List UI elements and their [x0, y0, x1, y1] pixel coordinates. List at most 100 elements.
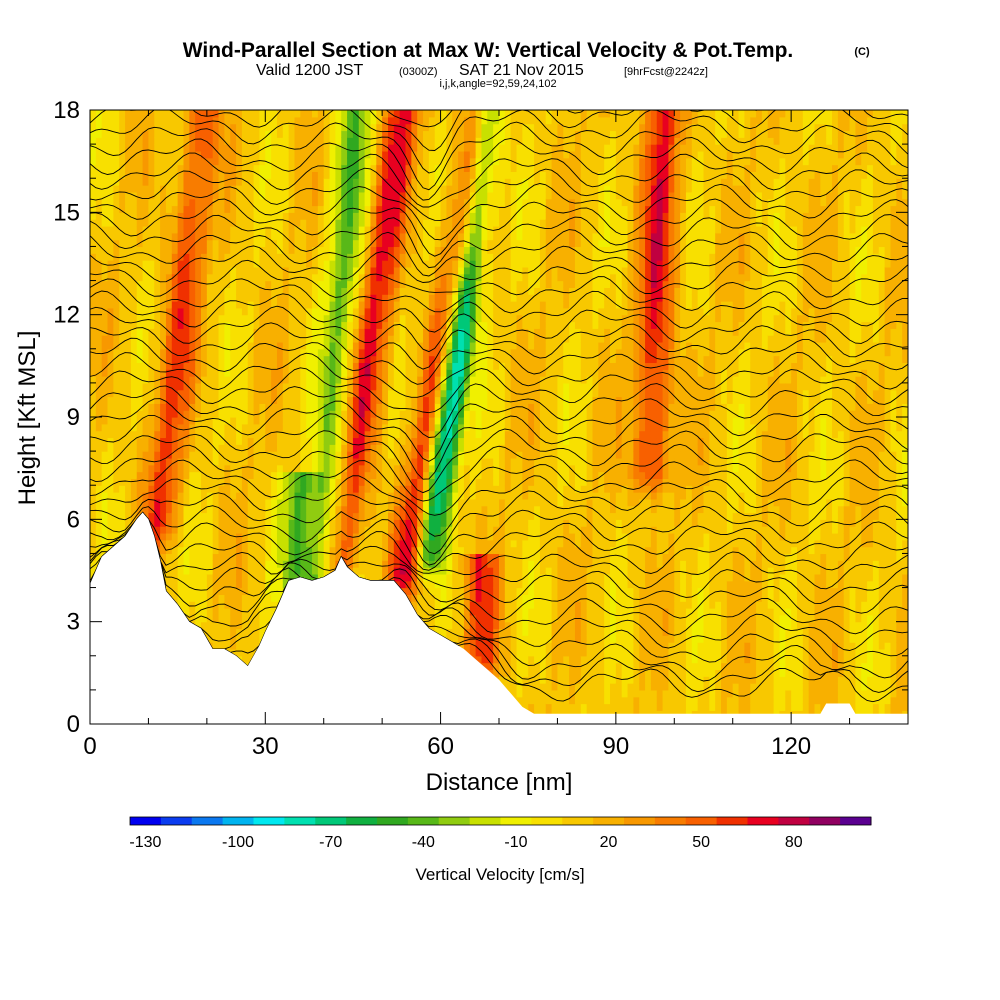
heatmap-cell	[107, 532, 114, 541]
heatmap-cell	[95, 307, 103, 316]
heatmap-cell	[160, 280, 167, 288]
heatmap-cell	[177, 116, 185, 125]
heatmap-cell	[335, 451, 342, 459]
heatmap-cell	[282, 464, 290, 473]
heatmap-cell	[195, 430, 202, 439]
heatmap-cell	[288, 150, 296, 159]
heatmap-cell	[300, 417, 307, 425]
heatmap-cell	[341, 464, 348, 473]
heatmap-cell	[241, 546, 249, 555]
heatmap-cell	[230, 130, 237, 138]
heatmap-cell	[387, 164, 395, 172]
heatmap-cell	[236, 362, 243, 370]
valid-utc: (0300Z)	[399, 66, 438, 78]
heatmap-cell	[370, 492, 377, 500]
heatmap-cell	[201, 430, 208, 439]
heatmap-cell	[142, 457, 150, 466]
heatmap-cell	[347, 123, 354, 132]
heatmap-cell	[364, 539, 372, 548]
heatmap-cell	[329, 553, 336, 561]
heatmap-cell	[230, 608, 237, 616]
heatmap-cell	[329, 157, 336, 166]
heatmap-cell	[189, 144, 196, 152]
heatmap-cell	[300, 546, 307, 555]
heatmap-cell	[236, 376, 243, 384]
heatmap-cell	[160, 444, 167, 452]
heatmap-cell	[154, 144, 161, 152]
heatmap-cell	[399, 410, 407, 418]
heatmap-cell	[90, 260, 97, 268]
heatmap-cell	[358, 485, 366, 493]
heatmap-cell	[306, 417, 313, 425]
heatmap-cell	[323, 198, 331, 207]
heatmap-cell	[370, 526, 377, 534]
heatmap-cell	[183, 110, 190, 111]
heatmap-cell	[271, 382, 278, 391]
heatmap-cell	[370, 328, 377, 336]
heatmap-cell	[154, 273, 161, 282]
heatmap-cell	[405, 519, 412, 527]
heatmap-cell	[405, 573, 412, 582]
heatmap-cell	[212, 642, 220, 650]
heatmap-cell	[364, 335, 372, 343]
heatmap-cell	[259, 116, 266, 125]
heatmap-cell	[165, 266, 173, 275]
heatmap-cell	[288, 553, 296, 561]
heatmap-cell	[90, 130, 97, 138]
heatmap-cell	[125, 314, 132, 323]
heatmap-cell	[347, 110, 354, 111]
heatmap-cell	[323, 301, 331, 309]
heatmap-cell	[130, 185, 138, 193]
heatmap-cell	[130, 451, 138, 459]
heatmap-cell	[160, 539, 167, 548]
heatmap-cell	[183, 341, 190, 350]
heatmap-cell	[294, 478, 301, 486]
heatmap-cell	[136, 164, 144, 172]
heatmap-cell	[230, 280, 237, 288]
heatmap-cell	[165, 430, 173, 439]
heatmap-cell	[306, 498, 313, 507]
heatmap-cell	[288, 451, 296, 459]
heatmap-cell	[183, 246, 190, 254]
heatmap-cell	[393, 144, 401, 152]
heatmap-cell	[405, 260, 412, 268]
heatmap-cell	[335, 335, 342, 343]
heatmap-cell	[393, 512, 401, 520]
heatmap-cell	[171, 301, 179, 309]
heatmap-cell	[358, 362, 366, 370]
heatmap-cell	[171, 110, 179, 111]
heatmap-cell	[370, 355, 377, 364]
heatmap-cell	[95, 553, 103, 561]
heatmap-cell	[312, 198, 319, 207]
heatmap-cell	[136, 478, 144, 486]
heatmap-cell	[288, 444, 296, 452]
heatmap-cell	[282, 130, 290, 138]
heatmap-cell	[405, 341, 412, 350]
heatmap-cell	[370, 532, 377, 541]
heatmap-cell	[107, 382, 114, 391]
heatmap-cell	[177, 178, 185, 186]
heatmap-cell	[352, 260, 360, 268]
heatmap-cell	[399, 260, 407, 268]
heatmap-cell	[271, 437, 278, 445]
heatmap-cell	[329, 567, 336, 575]
heatmap-cell	[300, 150, 307, 159]
heatmap-cell	[329, 423, 336, 432]
heatmap-cell	[230, 198, 237, 207]
heatmap-cell	[201, 150, 208, 159]
heatmap-cell	[247, 253, 255, 261]
heatmap-cell	[300, 403, 307, 411]
heatmap-cell	[317, 144, 325, 152]
heatmap-cell	[323, 519, 331, 527]
heatmap-cell	[95, 266, 103, 275]
heatmap-cell	[399, 389, 407, 398]
heatmap-cell	[347, 266, 354, 275]
heatmap-cell	[101, 171, 109, 179]
heatmap-cell	[399, 266, 407, 275]
heatmap-cell	[160, 144, 167, 152]
heatmap-cell	[130, 478, 138, 486]
heatmap-cell	[364, 219, 372, 227]
heatmap-cell	[376, 110, 383, 118]
heatmap-cell	[142, 348, 150, 357]
heatmap-cell	[119, 266, 126, 275]
